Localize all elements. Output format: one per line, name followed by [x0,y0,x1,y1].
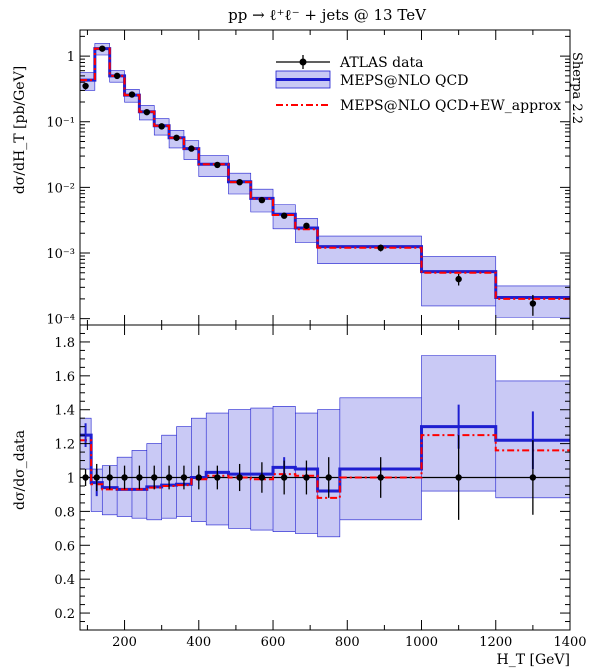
ratio-data-point [180,474,188,481]
ratio-data-point [165,474,173,481]
data-point [143,108,151,116]
ratio-data-point [236,474,243,481]
legend-entry-qcd: MEPS@NLO QCD [275,70,468,89]
x-tick-label: 1000 [405,635,438,650]
data-point [529,300,537,307]
data-point [113,72,121,80]
data-point [158,123,165,130]
data-point [188,145,195,152]
ratio-data-point [151,474,158,481]
legend-label-qcd: MEPS@NLO QCD [340,73,468,89]
data-point [303,222,310,229]
x-tick-label: 200 [112,635,137,650]
x-tick-label: 1200 [479,635,512,650]
main-ytick-label: 1 [67,50,75,65]
ratio-ytick-label: 1 [67,472,75,487]
qcd-ew-prediction-line [80,47,570,300]
ratio-ytick-label: 0.4 [54,573,75,588]
legend-label-data: ATLAS data [339,55,423,71]
data-point [99,45,106,52]
ratio-ytick-label: 1.4 [54,404,75,419]
main-ytick-label: 10⁻² [46,181,75,196]
data-point [258,196,266,204]
ratio-ytick-label: 1.8 [54,336,75,351]
ratio-data-point [106,474,113,481]
ratio-ytick-label: 1.6 [54,370,75,385]
ratio-data-point [303,474,310,481]
main-ytick-label: 10⁻¹ [46,116,75,131]
legend-entry-data: ATLAS data [276,55,423,71]
x-tick-label: 800 [335,635,360,650]
ratio-ytick-label: 0.2 [54,607,75,622]
legend-label-qcd-ew: MEPS@NLO QCD+EW_approx [340,98,561,114]
ratio-data-point [214,474,221,481]
data-point [214,161,221,169]
data-point [377,244,384,252]
legend-entry-qcd-ew: MEPS@NLO QCD+EW_approx [276,98,561,114]
ratio-data-point [258,474,266,481]
ratio-data-point [195,474,202,481]
main-y-axis-label: dσ/dH_T [pb/GeV] [12,66,28,194]
ratio-data-point [136,474,143,481]
ratio-panel: 0.2 0.4 0.6 0.8 1 1.2 1.4 1.6 1.8 200 400 600 800 100… [54,324,587,650]
x-tick-label: 600 [261,635,286,650]
ratio-ytick-label: 0.8 [54,505,75,520]
data-point [82,82,89,90]
ratio-y-axis-label: dσ/dσ_data [12,430,28,510]
data-point [173,134,180,141]
ratio-data-point [529,474,537,481]
ratio-data-point [93,474,100,481]
legend: ATLAS data MEPS@NLO QCD MEPS@NLO QCD+EW_… [275,55,561,114]
ratio-ytick-label: 1.2 [54,438,75,453]
ratio-data-point [325,474,332,481]
data-point [455,275,462,283]
data-point [280,212,288,219]
ratio-qcd-band [79,355,571,538]
x-tick-label: 1400 [553,635,586,650]
main-panel: 10⁻⁴ 10⁻³ 10⁻² 10⁻¹ 1 [46,29,571,328]
ratio-data-point [280,474,288,481]
data-point [128,91,136,98]
main-ytick-label: 10⁻³ [46,247,75,262]
x-axis-label: H_T [GeV] [497,652,571,668]
x-tick-label: 400 [186,635,211,650]
main-ytick-label: 10⁻⁴ [46,313,75,328]
ratio-data-point [377,474,384,481]
data-point [236,178,243,186]
chart-title: pp → ℓ⁺ℓ⁻ + jets @ 13 TeV [228,6,427,24]
generator-label: Sherpa 2.2 [569,52,584,124]
ratio-ytick-label: 0.6 [54,539,75,554]
ratio-data-point [455,474,462,481]
ratio-data-point [121,474,128,481]
